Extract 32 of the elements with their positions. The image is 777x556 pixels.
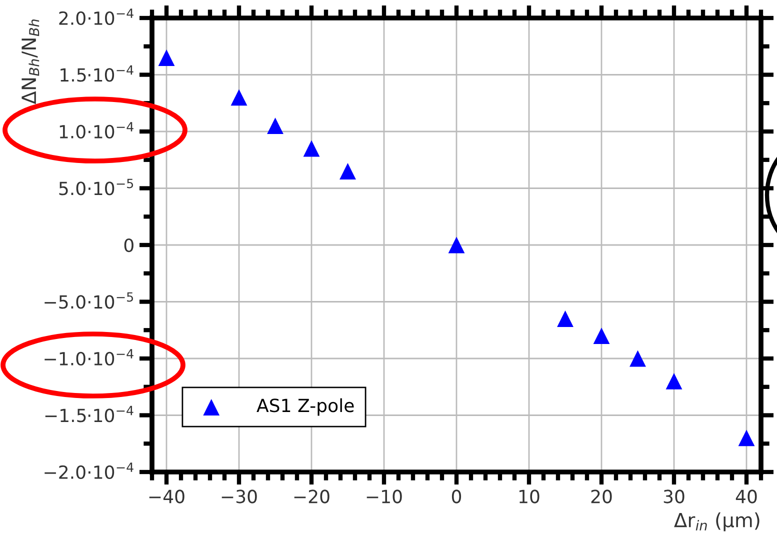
point — [340, 163, 356, 180]
y-tick-label: −2.0·10$^{−4}$ — [44, 462, 134, 479]
y-tick-label: 1.0·10$^{−4}$ — [60, 122, 134, 138]
x-tick-label: 10 — [519, 490, 540, 504]
y-axis-title: ΔN$_{Bh}$/N$_{Bh}$ — [22, 19, 40, 104]
point — [448, 236, 465, 254]
y-tick-label: 0 — [124, 238, 134, 252]
legend-label: AS1 Z-pole — [256, 398, 354, 416]
point — [267, 118, 284, 134]
point — [738, 430, 755, 446]
x-tick-label: −40 — [149, 490, 184, 504]
x-tick-label: 40 — [736, 490, 757, 504]
point — [158, 50, 175, 66]
point — [630, 350, 646, 367]
y-tick-label: −5.0·10$^{−5}$ — [44, 292, 133, 309]
point — [557, 310, 574, 327]
x-tick-label: 0 — [452, 490, 462, 504]
point — [593, 328, 610, 344]
x-tick-label: −20 — [294, 490, 330, 504]
y-tick-label: 1.5·10$^{−4}$ — [60, 65, 134, 82]
point — [666, 372, 682, 390]
x-tick-label: −30 — [222, 490, 257, 504]
y-tick-label: −1.0·10$^{−4}$ — [44, 349, 134, 366]
x-tick-label: −10 — [366, 490, 402, 504]
x-tick-label: 20 — [591, 490, 612, 504]
point — [303, 140, 320, 157]
y-tick-label: 2.0·10$^{−4}$ — [59, 8, 134, 25]
y-tick-label: 5.0·10$^{−5}$ — [59, 178, 134, 196]
x-tick-label: 30 — [664, 490, 684, 504]
y-tick-label: −1.5·10$^{−4}$ — [45, 406, 134, 422]
x-axis-title: Δr$_{in}$ (μm) — [674, 512, 760, 532]
point — [230, 89, 248, 106]
